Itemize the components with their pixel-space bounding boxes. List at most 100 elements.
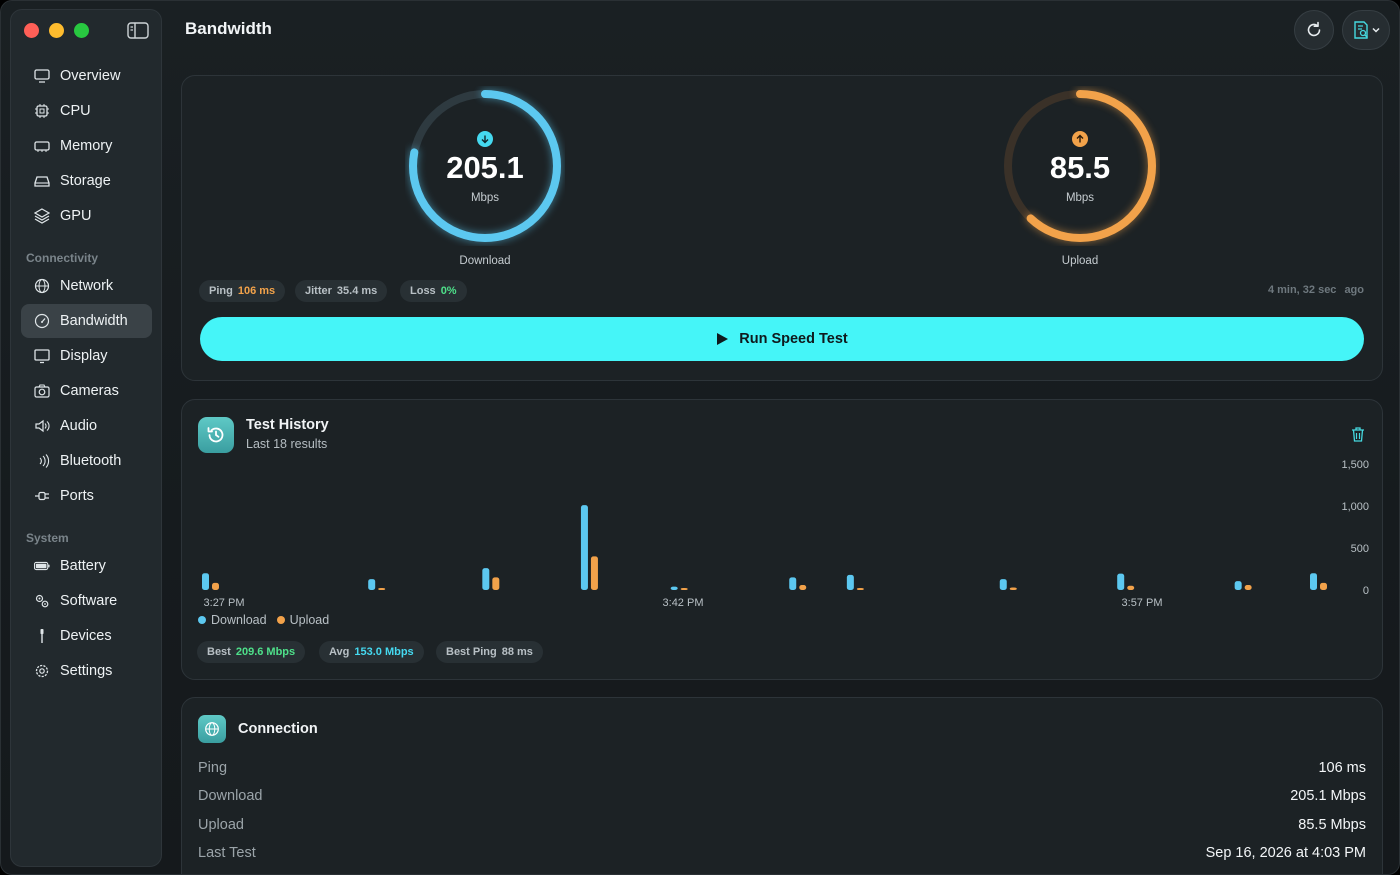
sidebar-item-network[interactable]: Network (21, 269, 152, 303)
jitter-pill: Jitter 35.4 ms (295, 280, 388, 302)
connection-row-last-test: Last Test Sep 16, 2026 at 4:03 PM (198, 845, 1366, 861)
sidebar-item-battery[interactable]: Battery (21, 549, 152, 583)
sidebar-item-label: Settings (60, 663, 113, 679)
close-window-button[interactable] (24, 23, 39, 38)
sidebar-toggle-icon[interactable] (127, 22, 149, 39)
sidebar-item-audio[interactable]: Audio (21, 409, 152, 443)
download-gauge-ring (408, 89, 562, 243)
sidebar-item-label: Network (60, 278, 114, 294)
y-tick-label: 500 (1351, 543, 1369, 555)
chart-legend: Download Upload (198, 613, 329, 627)
sidebar-item-overview[interactable]: Overview (21, 59, 152, 93)
sidebar-item-label: Cameras (60, 383, 119, 399)
download-bar (999, 579, 1007, 590)
avg-pill: Avg 153.0 Mbps (319, 641, 424, 663)
legend-upload-dot (276, 616, 285, 624)
storage-icon (34, 173, 50, 189)
connection-row-key: Upload (198, 817, 244, 833)
sidebar-item-gpu[interactable]: GPU (21, 199, 152, 233)
sidebar-item-storage[interactable]: Storage (21, 164, 152, 198)
ping-label: Ping (209, 285, 233, 297)
download-bar (1310, 573, 1317, 590)
chevron-down-icon (1372, 27, 1380, 33)
memory-icon (34, 138, 50, 154)
download-unit: Mbps (470, 192, 500, 204)
sidebar-item-label: Software (60, 593, 118, 609)
report-menu-button[interactable] (1342, 10, 1390, 50)
best-ping-pill: Best Ping 88 ms (436, 641, 543, 663)
sidebar-item-display[interactable]: Display (21, 339, 152, 373)
best-value: 209.6 Mbps (235, 646, 296, 658)
connection-row-key: Ping (198, 760, 228, 776)
refresh-icon (1307, 21, 1321, 37)
history-card: Test History Last 18 results 0 500 1,000 1,… (181, 399, 1383, 680)
connection-row-value: 85.5 Mbps (1298, 817, 1366, 833)
sidebar-item-bluetooth[interactable]: Bluetooth (21, 444, 152, 478)
history-subtitle: Last 18 results (246, 437, 328, 451)
sidebar-item-label: Audio (60, 418, 98, 434)
ping-value: 106 ms (237, 285, 276, 297)
upload-bar (212, 582, 219, 590)
best-label: Best (207, 646, 231, 658)
sidebar-item-devices[interactable]: Devices (21, 619, 152, 653)
last-run-suffix: ago (1344, 284, 1364, 296)
monitor-icon (34, 68, 50, 84)
device-icon (34, 628, 50, 644)
y-tick-label: 1,000 (1341, 501, 1369, 513)
sidebar-item-label: Memory (60, 138, 113, 154)
upload-bar (799, 584, 807, 590)
sidebar-item-ports[interactable]: Ports (21, 479, 152, 513)
sidebar-item-memory[interactable]: Memory (21, 129, 152, 163)
sidebar-item-label: Display (60, 348, 108, 364)
cpu-icon (34, 103, 50, 119)
avg-label: Avg (329, 646, 350, 658)
download-bar (846, 574, 854, 590)
last-run-duration: 4 min, 32 sec (1267, 284, 1337, 296)
best-ping-label: Best Ping (446, 646, 497, 658)
legend-download-dot (198, 616, 206, 624)
section-label-connectivity: Connectivity (26, 251, 99, 265)
sidebar-item-cpu[interactable]: CPU (21, 94, 152, 128)
avg-value: 153.0 Mbps (354, 646, 414, 658)
speed-card: 205.1 Mbps Download 85.5 Mbps Upload Pin… (181, 75, 1383, 381)
sidebar-item-bandwidth[interactable]: Bandwidth (21, 304, 152, 338)
y-tick-label: 1,500 (1341, 459, 1369, 471)
window-controls (24, 23, 89, 38)
upload-gauge: 85.5 Mbps Upload (1000, 86, 1160, 267)
trash-icon[interactable] (1350, 426, 1366, 443)
upload-arrow-icon (1072, 131, 1088, 147)
x-tick-label: 3:42 PM (663, 597, 704, 609)
upload-bar (1320, 582, 1327, 590)
battery-icon (34, 558, 50, 574)
connection-row-value: 205.1 Mbps (1290, 788, 1366, 804)
legend-upload: Upload (276, 613, 330, 627)
loss-label: Loss (410, 285, 436, 297)
sidebar-item-label: Bandwidth (60, 313, 128, 329)
upload-bar (1009, 587, 1017, 590)
connection-row-value: Sep 16, 2026 at 4:03 PM (1205, 845, 1366, 861)
gears-icon (34, 593, 50, 609)
zoom-window-button[interactable] (74, 23, 89, 38)
upload-caption: Upload (1061, 255, 1099, 267)
legend-upload-label: Upload (289, 613, 330, 627)
run-speed-test-button[interactable]: Run Speed Test (200, 317, 1364, 361)
minimize-window-button[interactable] (49, 23, 64, 38)
sidebar-item-label: CPU (60, 103, 91, 119)
globe-icon (34, 278, 50, 294)
sidebar-item-settings[interactable]: Settings (21, 654, 152, 688)
play-icon (717, 333, 729, 345)
download-bar (1117, 573, 1125, 590)
run-speed-test-label: Run Speed Test (739, 331, 848, 347)
gauge-icon (34, 313, 50, 329)
upload-bar (492, 577, 500, 590)
refresh-button[interactable] (1294, 10, 1334, 50)
display-icon (34, 348, 50, 364)
sidebar-item-label: GPU (60, 208, 92, 224)
sidebar-item-cameras[interactable]: Cameras (21, 374, 152, 408)
sidebar-item-software[interactable]: Software (21, 584, 152, 618)
upload-bar (1244, 584, 1252, 590)
download-gauge: 205.1 Mbps Download (405, 86, 565, 267)
report-search-icon (1354, 21, 1368, 39)
sidebar-item-label: Battery (60, 558, 106, 574)
download-bar (670, 586, 678, 590)
